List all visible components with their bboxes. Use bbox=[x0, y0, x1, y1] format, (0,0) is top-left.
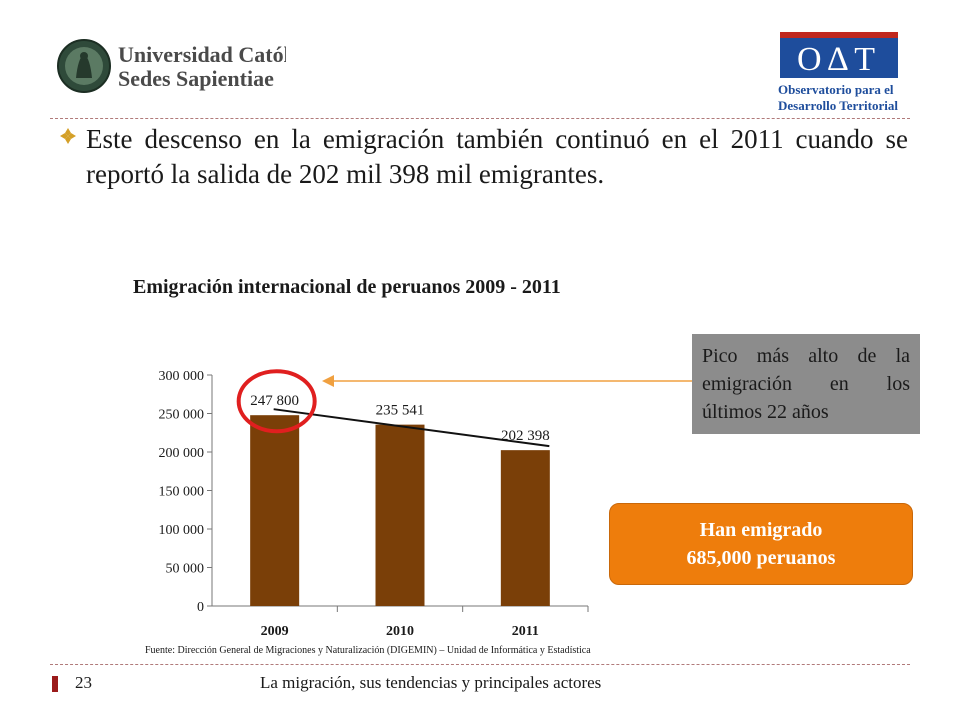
total-emigrated-callout: Han emigrado 685,000 peruanos bbox=[609, 503, 913, 585]
peak-callout-line2: emigración en los bbox=[702, 373, 910, 395]
bar-2009 bbox=[250, 415, 300, 606]
chart-title: Emigración internacional de peruanos 200… bbox=[133, 276, 561, 298]
x-tick-label: 2010 bbox=[386, 624, 414, 639]
page-number: 23 bbox=[75, 673, 92, 692]
peak-callout-line1: Pico más alto de la bbox=[702, 345, 910, 367]
header-divider bbox=[50, 118, 910, 119]
chart-source: Fuente: Dirección General de Migraciones… bbox=[145, 645, 591, 656]
peak-callout-line3: últimos 22 años bbox=[702, 401, 829, 423]
oat-name-line2: Desarrollo Territorial bbox=[778, 98, 898, 113]
callout-arrow bbox=[322, 375, 692, 387]
highlight-circle bbox=[236, 369, 317, 434]
total-callout-line1: Han emigrado bbox=[699, 519, 823, 541]
footer-divider bbox=[50, 664, 910, 665]
footer-title: La migración, sus tendencias y principal… bbox=[260, 673, 602, 692]
diamond-bullet-icon bbox=[60, 128, 76, 144]
bullet-text: Este descenso en la emigración también c… bbox=[86, 124, 908, 189]
bar-2010 bbox=[375, 424, 425, 606]
y-tick-label: 150 000 bbox=[159, 485, 205, 500]
emigration-bar-chart: 0 50 000 100 000 150 000 200 000 250 000 300 0… bbox=[159, 369, 589, 639]
x-tick-label: 2009 bbox=[261, 624, 289, 639]
total-callout-line2: 685,000 peruanos bbox=[686, 547, 836, 569]
y-tick-label: 0 bbox=[197, 600, 204, 615]
y-tick-label: 50 000 bbox=[166, 562, 205, 577]
footer-marker bbox=[52, 676, 58, 692]
bar-2011 bbox=[500, 450, 550, 606]
x-tick-label: 2011 bbox=[512, 624, 539, 639]
y-tick-label: 250 000 bbox=[159, 408, 205, 423]
oat-name-line1: Observatorio para el bbox=[778, 82, 894, 97]
data-label: 247 800 bbox=[250, 393, 299, 409]
data-label: 235 541 bbox=[376, 403, 425, 419]
y-tick-label: 200 000 bbox=[159, 446, 205, 461]
oat-logo-letters: O∆T bbox=[797, 41, 881, 78]
y-tick-label: 100 000 bbox=[159, 523, 205, 538]
oat-logo: O∆T Observatorio para el Desarrollo Terr… bbox=[776, 30, 906, 118]
peak-callout: Pico más alto de la emigración en los úl… bbox=[692, 334, 920, 434]
y-tick-label: 300 000 bbox=[159, 369, 205, 384]
trend-line bbox=[273, 408, 550, 448]
university-name-line1: Universidad Católica bbox=[118, 42, 286, 67]
university-name-line2: Sedes Sapientiae bbox=[118, 66, 274, 91]
university-logo: Universidad Católica Sedes Sapientiae bbox=[56, 38, 317, 94]
data-label: 202 398 bbox=[501, 428, 550, 444]
bullet-point: Este descenso en la emigración también c… bbox=[58, 122, 908, 192]
